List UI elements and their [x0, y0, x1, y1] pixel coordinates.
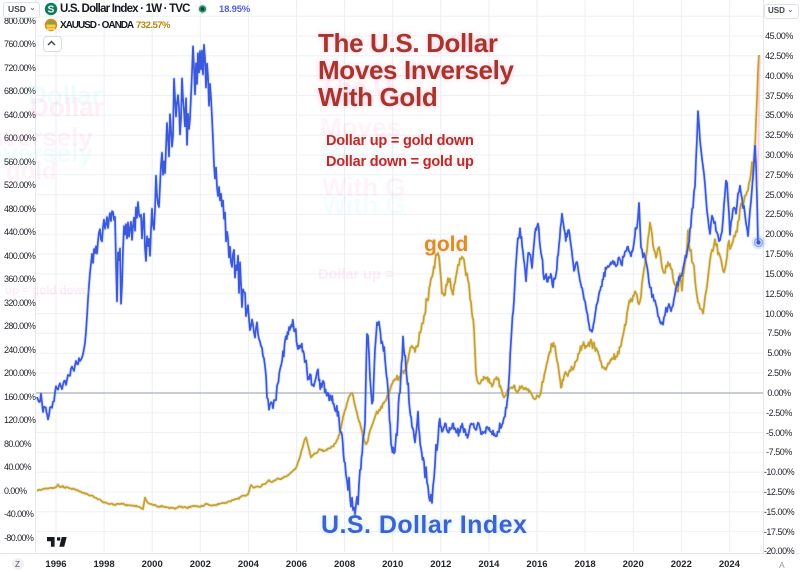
svg-text:S: S: [48, 5, 55, 16]
